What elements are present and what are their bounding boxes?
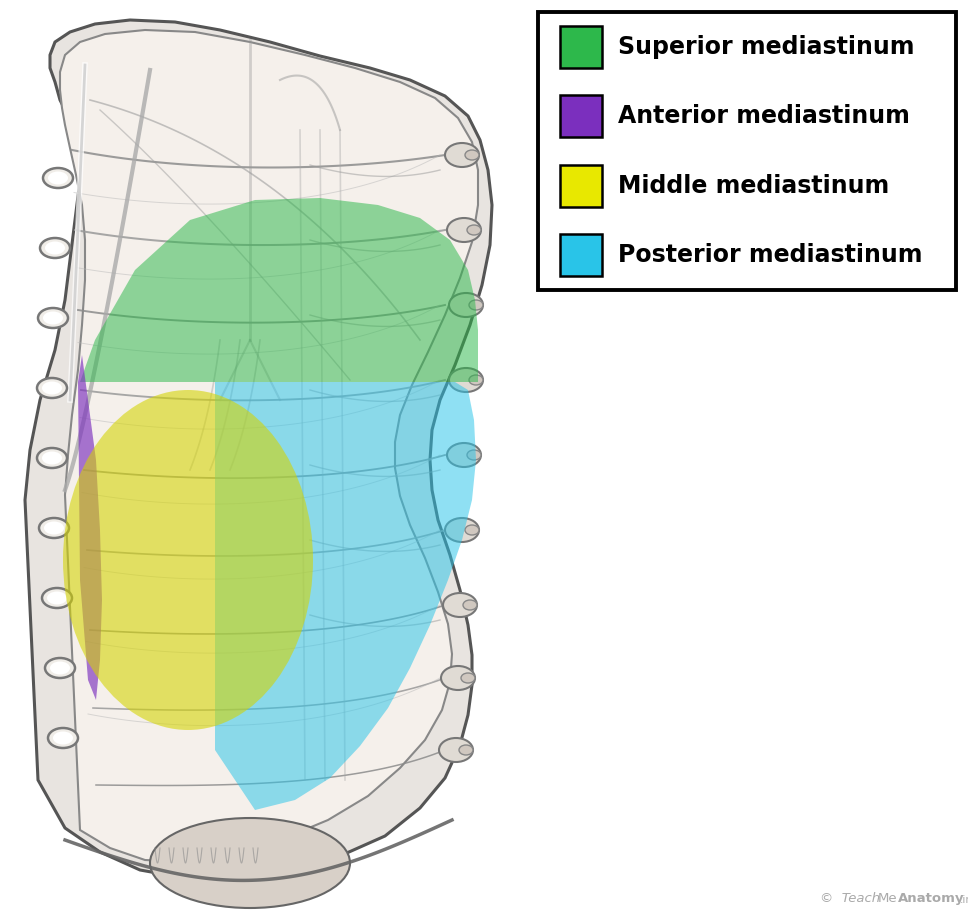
- Ellipse shape: [447, 218, 481, 242]
- Bar: [560, 234, 602, 277]
- Text: Superior mediastinum: Superior mediastinum: [618, 35, 915, 59]
- Polygon shape: [80, 198, 478, 382]
- Text: ©  Teach: © Teach: [820, 892, 880, 905]
- Ellipse shape: [42, 452, 62, 464]
- Ellipse shape: [467, 450, 481, 460]
- Text: .info: .info: [960, 895, 968, 905]
- Ellipse shape: [43, 311, 63, 324]
- Ellipse shape: [461, 673, 475, 683]
- Ellipse shape: [449, 293, 483, 317]
- Text: Posterior mediastinum: Posterior mediastinum: [618, 244, 923, 267]
- Bar: [538, 12, 956, 290]
- Ellipse shape: [45, 242, 65, 255]
- Ellipse shape: [465, 150, 479, 160]
- Ellipse shape: [38, 308, 68, 328]
- Ellipse shape: [53, 732, 73, 745]
- Ellipse shape: [42, 588, 72, 608]
- Text: Anatomy: Anatomy: [898, 892, 964, 905]
- Ellipse shape: [150, 818, 350, 908]
- Bar: [560, 95, 602, 137]
- Ellipse shape: [47, 592, 67, 605]
- Ellipse shape: [465, 525, 479, 535]
- Polygon shape: [215, 382, 476, 810]
- Polygon shape: [25, 20, 492, 878]
- Ellipse shape: [43, 168, 73, 188]
- Ellipse shape: [463, 600, 477, 610]
- Ellipse shape: [445, 518, 479, 542]
- Text: Anterior mediastinum: Anterior mediastinum: [618, 104, 910, 128]
- Ellipse shape: [443, 593, 477, 617]
- Ellipse shape: [469, 375, 483, 385]
- Ellipse shape: [445, 143, 479, 167]
- Ellipse shape: [42, 381, 62, 395]
- Ellipse shape: [439, 738, 473, 762]
- Ellipse shape: [45, 658, 75, 678]
- Polygon shape: [60, 30, 478, 862]
- Bar: [560, 165, 602, 207]
- Ellipse shape: [459, 745, 473, 755]
- Ellipse shape: [40, 238, 70, 258]
- Ellipse shape: [63, 390, 313, 730]
- Ellipse shape: [37, 448, 67, 468]
- Ellipse shape: [37, 378, 67, 398]
- Ellipse shape: [48, 728, 78, 748]
- Ellipse shape: [441, 666, 475, 690]
- Ellipse shape: [39, 518, 69, 538]
- Ellipse shape: [449, 368, 483, 392]
- Ellipse shape: [469, 300, 483, 310]
- Ellipse shape: [44, 521, 64, 535]
- Ellipse shape: [467, 225, 481, 235]
- Ellipse shape: [48, 171, 68, 184]
- Text: Me: Me: [878, 892, 897, 905]
- Polygon shape: [78, 355, 102, 700]
- Ellipse shape: [50, 661, 70, 674]
- Text: Middle mediastinum: Middle mediastinum: [618, 174, 890, 198]
- Ellipse shape: [447, 443, 481, 467]
- Bar: [560, 26, 602, 68]
